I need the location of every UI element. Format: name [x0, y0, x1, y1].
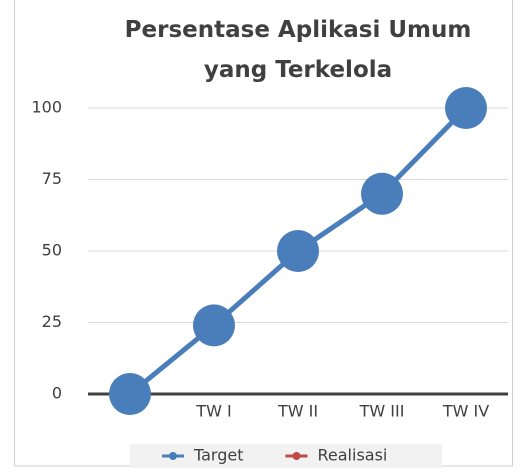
data-point	[361, 172, 403, 215]
y-tick-label: 25	[42, 312, 62, 331]
y-tick-label: 100	[31, 98, 62, 117]
chart-title: Persentase Aplikasi Umum yang Terkelola	[124, 17, 472, 83]
y-tick-label: 50	[42, 241, 62, 260]
x-tick-label: TW III	[359, 402, 405, 421]
legend-label: Realisasi	[318, 446, 388, 465]
data-point	[445, 87, 487, 129]
x-tick-label: TW I	[195, 402, 231, 421]
data-point	[109, 373, 151, 415]
data-point	[277, 230, 319, 272]
x-tick-label: TW IV	[442, 402, 489, 421]
legend-label: Target	[193, 446, 244, 465]
y-tick-label: 0	[52, 384, 62, 403]
legend-marker	[292, 452, 301, 460]
x-tick-label: TW II	[277, 402, 318, 421]
legend-marker	[169, 452, 177, 460]
y-tick-label: 75	[42, 169, 62, 188]
data-point	[193, 304, 235, 347]
